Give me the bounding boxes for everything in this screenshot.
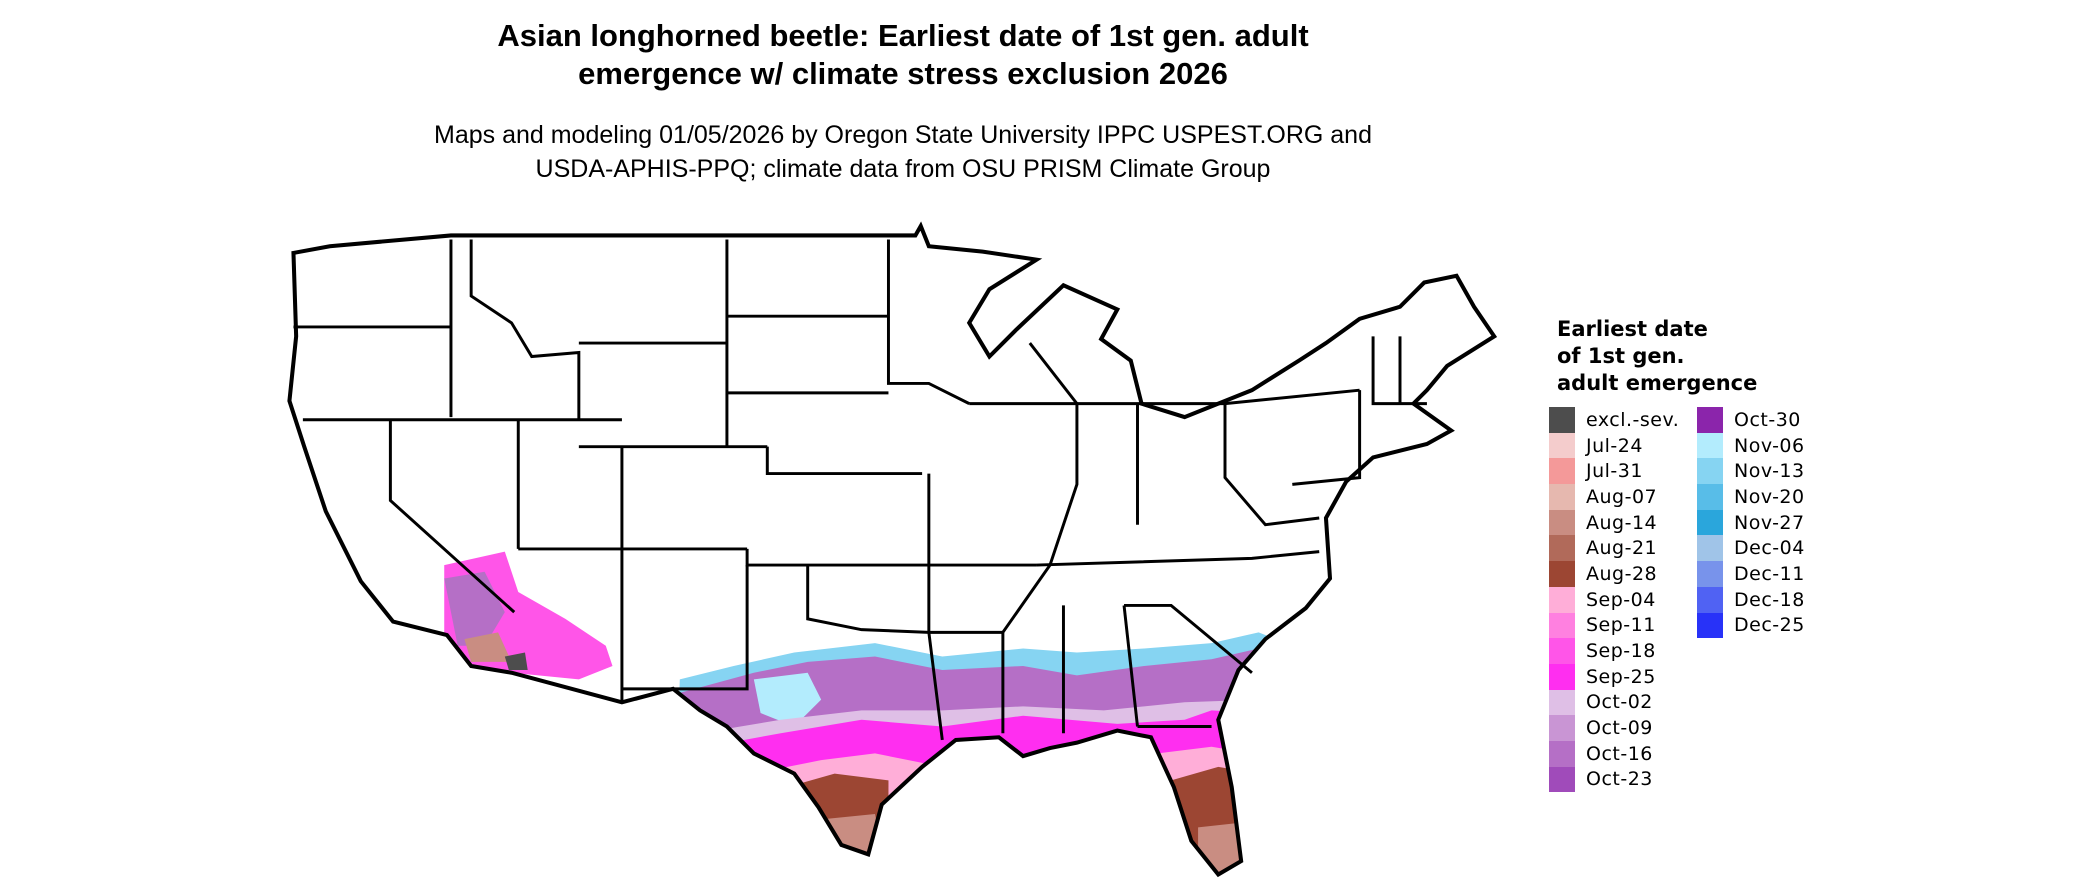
legend-item: Jul-24 xyxy=(1549,432,1679,459)
map-title-line-2: emergence w/ climate stress exclusion 20… xyxy=(578,56,1228,91)
legend-title-line: Earliest date xyxy=(1557,317,1708,341)
legend-column-2: Oct-30 Nov-06 Nov-13 Nov-20 Nov-27 Dec-04 Dec-… xyxy=(1697,407,1805,639)
legend-item: excl.-sev. xyxy=(1549,407,1679,433)
legend-swatch xyxy=(1697,458,1723,485)
legend-item: Oct-09 xyxy=(1549,715,1679,741)
legend-label: Jul-24 xyxy=(1586,434,1643,457)
legend-label: Oct-02 xyxy=(1586,691,1653,714)
legend-item: Oct-02 xyxy=(1549,689,1679,716)
legend-title-line: adult emergence xyxy=(1557,371,1758,395)
legend-label: Sep-11 xyxy=(1586,614,1656,637)
legend-swatch xyxy=(1697,484,1723,510)
legend-item: Aug-14 xyxy=(1549,509,1679,536)
legend-swatch xyxy=(1549,612,1575,639)
legend-swatch xyxy=(1549,638,1575,664)
legend-item: Sep-18 xyxy=(1549,638,1679,664)
legend-item: Dec-04 xyxy=(1697,535,1805,562)
legend-label: Nov-20 xyxy=(1734,485,1805,508)
legend-label: Nov-27 xyxy=(1734,511,1805,534)
legend-label: Nov-13 xyxy=(1734,460,1805,483)
zone-nov-20-patch xyxy=(753,672,822,727)
legend-item: Sep-04 xyxy=(1549,586,1679,613)
legend-label: Dec-11 xyxy=(1734,562,1805,585)
map-title-line-1: Asian longhorned beetle: Earliest date o… xyxy=(497,18,1309,53)
legend-swatch xyxy=(1549,535,1575,562)
legend-label: Sep-18 xyxy=(1586,640,1656,663)
legend-label: Dec-04 xyxy=(1734,537,1805,560)
legend-item: Dec-25 xyxy=(1697,612,1805,639)
legend-column-1: excl.-sev. Jul-24 Jul-31 Aug-07 Aug-14 Aug-21… xyxy=(1549,407,1679,793)
legend-swatch xyxy=(1549,766,1575,793)
legend-item: Nov-27 xyxy=(1697,509,1805,536)
legend-label: Oct-16 xyxy=(1586,742,1653,765)
legend-swatch xyxy=(1697,535,1723,562)
legend-item: Aug-28 xyxy=(1549,561,1679,587)
legend-label: Oct-23 xyxy=(1586,768,1653,791)
legend-item: Oct-23 xyxy=(1549,766,1679,793)
legend-swatch xyxy=(1697,612,1723,639)
legend-label: Sep-04 xyxy=(1586,588,1656,611)
legend-title: Earliest date of 1st gen. adult emergenc… xyxy=(1557,316,1817,397)
legend-item: Aug-21 xyxy=(1549,535,1679,562)
legend-swatch xyxy=(1697,407,1723,433)
legend-swatch xyxy=(1549,458,1575,485)
legend-label: Aug-07 xyxy=(1586,485,1658,508)
legend-item: Nov-13 xyxy=(1697,458,1805,485)
legend-item: Dec-11 xyxy=(1697,561,1805,587)
legend-item: Aug-07 xyxy=(1549,484,1679,510)
legend-swatch xyxy=(1549,663,1575,690)
legend-swatch xyxy=(1549,484,1575,510)
legend-item: Sep-25 xyxy=(1549,663,1679,690)
legend-item: Nov-06 xyxy=(1697,432,1805,459)
legend-swatch xyxy=(1697,509,1723,536)
us-outline xyxy=(287,221,1498,878)
legend-label: Nov-06 xyxy=(1734,434,1805,457)
legend-item: Dec-18 xyxy=(1697,586,1805,613)
legend-swatch xyxy=(1549,432,1575,459)
legend-swatch xyxy=(1549,509,1575,536)
legend-item: Nov-20 xyxy=(1697,484,1805,510)
legend-title-line: of 1st gen. xyxy=(1557,344,1685,368)
map-subtitle-line-1: Maps and modeling 01/05/2026 by Oregon S… xyxy=(434,121,1372,149)
legend-swatch xyxy=(1549,407,1575,433)
legend-swatch xyxy=(1697,432,1723,459)
legend-swatch xyxy=(1549,561,1575,587)
legend-label: Sep-25 xyxy=(1586,665,1656,688)
legend-label: Oct-09 xyxy=(1586,717,1653,740)
legend-item: Oct-16 xyxy=(1549,740,1679,767)
zone-az-brown xyxy=(464,632,512,662)
legend-label: Dec-25 xyxy=(1734,614,1805,637)
map-subtitle-line-2: USDA-APHIS-PPQ; climate data from OSU PR… xyxy=(535,155,1271,183)
legend-label: Aug-21 xyxy=(1586,537,1658,560)
legend-swatch xyxy=(1549,715,1575,741)
state-boundaries xyxy=(293,239,1427,741)
legend-swatch xyxy=(1549,740,1575,767)
legend-label: Jul-31 xyxy=(1586,460,1643,483)
legend-item: Oct-30 xyxy=(1697,407,1805,433)
zone-excl-sev xyxy=(504,652,528,671)
legend-swatch xyxy=(1549,586,1575,613)
legend-label: Dec-18 xyxy=(1734,588,1805,611)
legend-swatch xyxy=(1697,561,1723,587)
zone-aug-14-fl xyxy=(1198,820,1259,875)
legend-label: excl.-sev. xyxy=(1586,408,1680,431)
legend-label: Aug-14 xyxy=(1586,511,1658,534)
legend-swatch xyxy=(1549,689,1575,716)
legend-item: Sep-11 xyxy=(1549,612,1679,639)
legend-label: Oct-30 xyxy=(1734,408,1801,431)
legend: Earliest date of 1st gen. adult emergenc… xyxy=(1549,316,1817,793)
legend-item: Jul-31 xyxy=(1549,458,1679,485)
legend-swatch xyxy=(1697,586,1723,613)
legend-label: Aug-28 xyxy=(1586,562,1658,585)
